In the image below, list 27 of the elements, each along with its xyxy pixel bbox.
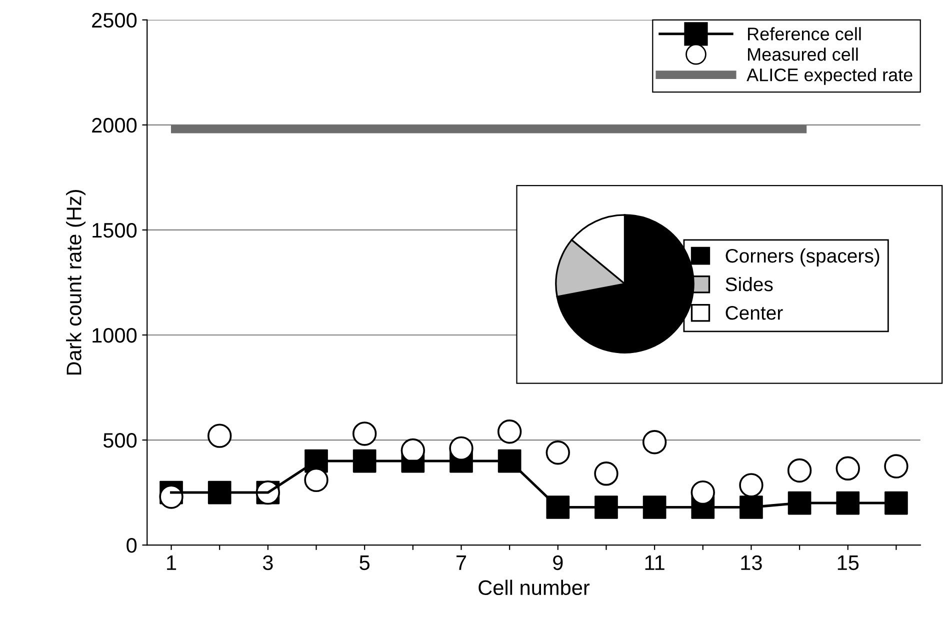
point <box>690 480 715 505</box>
x-tick-label: 13 <box>741 555 762 570</box>
point <box>594 496 618 519</box>
y-tick-label: 2500 <box>92 12 137 28</box>
point <box>449 436 474 461</box>
x-tick-label: 7 <box>456 556 466 570</box>
x-axis-title: Cell number <box>478 580 590 596</box>
legend-label: Corners (spacers) <box>726 248 880 267</box>
legend-label: Reference cell <box>748 27 861 40</box>
x-tick-label: 5 <box>360 556 370 570</box>
x-tick-label: 15 <box>838 556 859 570</box>
y-tick-label: 1000 <box>92 328 137 343</box>
legend-label: Center <box>726 306 783 320</box>
y-tick-label: 2000 <box>92 118 137 133</box>
x-tick-label: 9 <box>553 555 563 570</box>
y-tick-label: 1500 <box>92 222 137 238</box>
legend-label: Measured cell <box>748 48 858 61</box>
point <box>884 491 908 515</box>
x-tick-label: 11 <box>645 556 664 570</box>
legend-label: Sides <box>726 276 773 292</box>
y-tick-label: 0 <box>126 538 137 553</box>
x-tick-label: 1 <box>167 556 176 570</box>
point <box>159 484 184 509</box>
y-axis-title: Dark count rate (Hz) <box>66 190 86 375</box>
x-tick-label: 3 <box>262 555 273 570</box>
legend-label: ALICE expected rate <box>746 68 912 85</box>
y-tick-label: 500 <box>103 433 137 448</box>
